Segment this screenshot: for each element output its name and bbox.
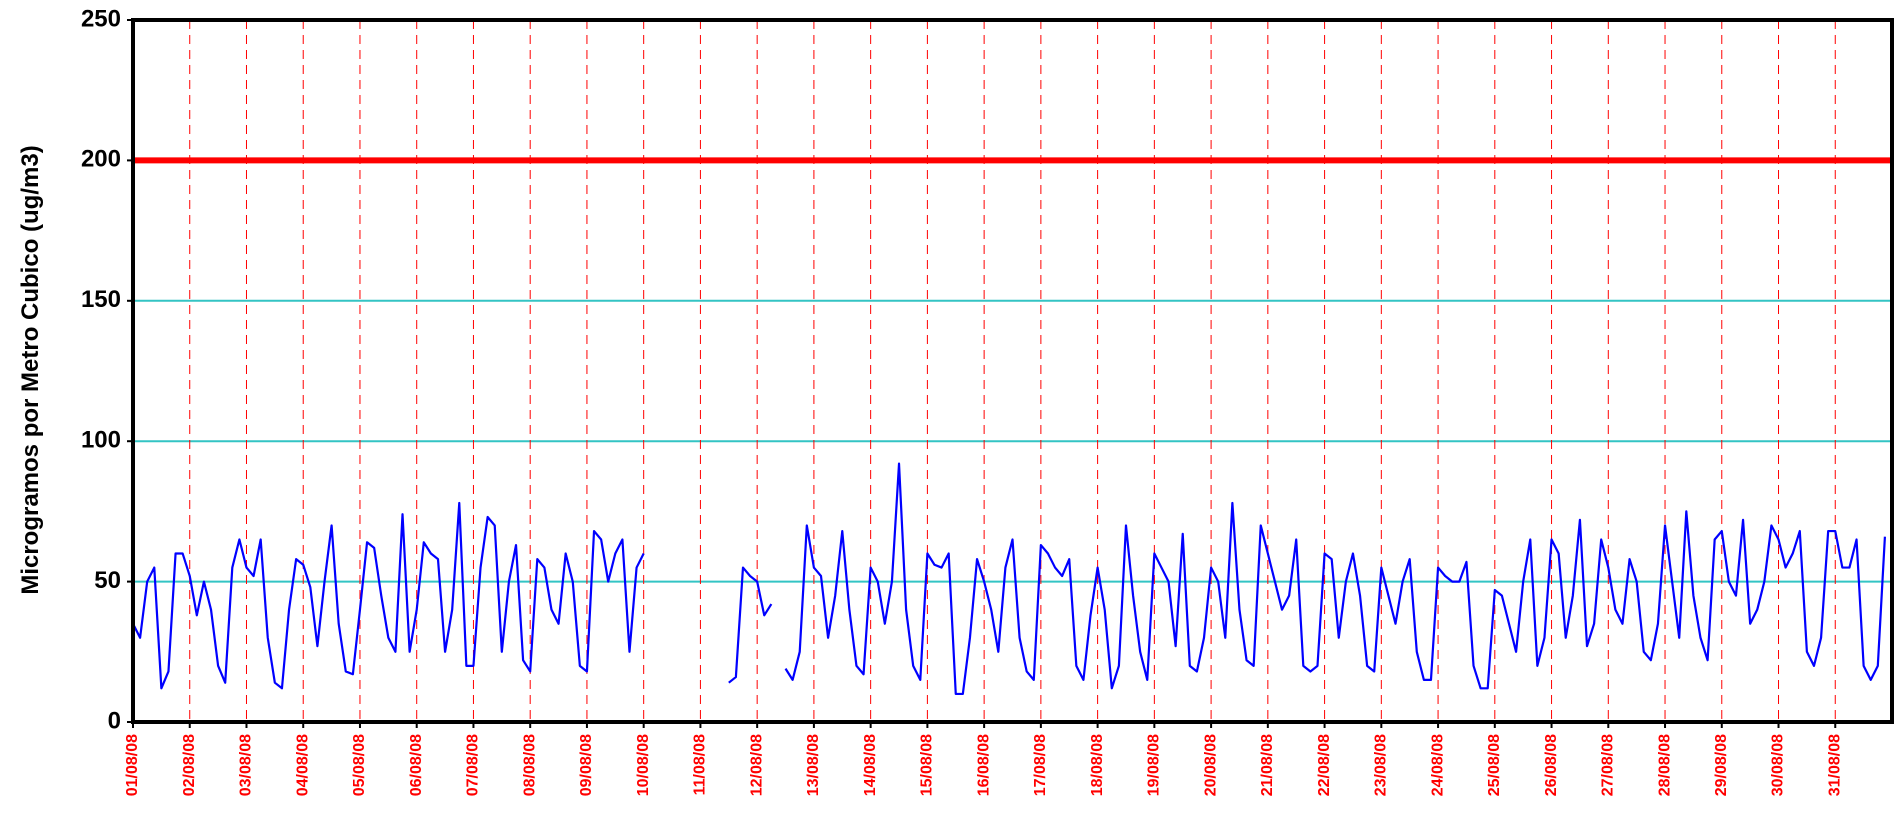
plot-frame — [131, 18, 1894, 724]
x-tick-label: 25/08/08 — [1486, 734, 1503, 796]
x-tick-label: 13/08/08 — [805, 734, 822, 796]
x-tick-label: 27/08/08 — [1600, 734, 1617, 796]
y-tick-label: 250 — [81, 5, 121, 32]
x-tick-label: 03/08/08 — [238, 734, 255, 796]
x-tick-label: 30/08/08 — [1770, 734, 1787, 796]
x-tick-label: 07/08/08 — [465, 734, 482, 796]
x-tick-label: 21/08/08 — [1259, 734, 1276, 796]
x-tick-label: 28/08/08 — [1656, 734, 1673, 796]
x-tick-label: 24/08/08 — [1429, 734, 1446, 796]
x-tick-label: 11/08/08 — [692, 734, 709, 796]
y-tick-label: 0 — [108, 707, 121, 734]
data-line — [132, 462, 1887, 696]
x-tick-label: 08/08/08 — [521, 734, 538, 796]
y-axis-label: Microgramos por Metro Cubico (ug/m3) — [17, 145, 44, 594]
x-tick-label: 15/08/08 — [919, 734, 936, 796]
x-tick-label: 22/08/08 — [1316, 734, 1333, 796]
y-tick-label: 100 — [81, 427, 121, 454]
x-tick-label: 18/08/08 — [1089, 734, 1106, 796]
x-tick-label: 12/08/08 — [748, 734, 765, 796]
x-tick-label: 10/08/08 — [635, 734, 652, 796]
x-tick-label: 17/08/08 — [1032, 734, 1049, 796]
x-tick-label: 20/08/08 — [1202, 734, 1219, 796]
x-tick-label: 05/08/08 — [351, 734, 368, 796]
x-tick-label: 06/08/08 — [408, 734, 425, 796]
x-tick-label: 02/08/08 — [181, 734, 198, 796]
x-tick-label: 04/08/08 — [294, 734, 311, 796]
y-tick-label: 50 — [94, 567, 121, 594]
y-tick-label: 150 — [81, 286, 121, 313]
x-tick-label: 09/08/08 — [578, 734, 595, 796]
x-tick-label: 31/08/08 — [1826, 734, 1843, 796]
x-tick-label: 16/08/08 — [975, 734, 992, 796]
x-tick-label: 29/08/08 — [1713, 734, 1730, 796]
x-tick-label: 26/08/08 — [1543, 734, 1560, 796]
x-tick-label: 23/08/08 — [1373, 734, 1390, 796]
x-tick-label: 19/08/08 — [1146, 734, 1163, 796]
y-tick-label: 200 — [81, 146, 121, 173]
x-tick-label: 01/08/08 — [124, 734, 141, 796]
x-tick-label: 14/08/08 — [862, 734, 879, 796]
